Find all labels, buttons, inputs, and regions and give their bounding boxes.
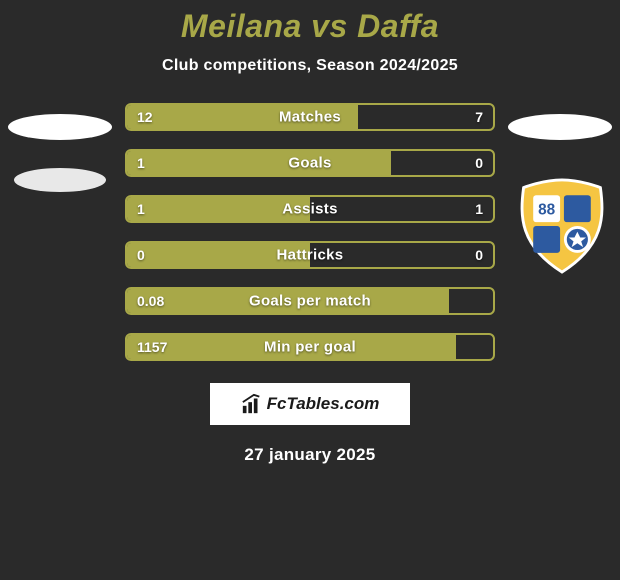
stat-label: Assists [282,201,337,218]
stat-bar-right [449,289,493,313]
page-title: Meilana vs Daffa [181,8,439,45]
team-logo-left [6,114,114,192]
stat-row: Hattricks 0 0 [125,241,495,269]
stat-value-right: 0 [475,247,483,263]
stat-value-right: 7 [475,109,483,125]
branding-text: FcTables.com [267,394,380,414]
stat-value-left: 12 [137,109,153,125]
stat-bar-right [358,105,493,129]
ellipse-shape [508,114,612,140]
stat-bar-left [127,151,391,175]
stat-row: Goals per match 0.08 [125,287,495,315]
stat-value-right: 0 [475,155,483,171]
player-left-name: Meilana [181,8,302,44]
subtitle: Club competitions, Season 2024/2025 [162,57,458,75]
stat-row: Assists 1 1 [125,195,495,223]
ellipse-shape [8,114,112,140]
stat-row: Goals 1 0 [125,149,495,177]
player-right-name: Daffa [357,8,439,44]
stat-value-left: 1157 [137,339,167,355]
stat-label: Goals [288,155,331,172]
team-logo-right [506,114,614,140]
date-label: 27 january 2025 [244,445,375,465]
stat-row: Min per goal 1157 [125,333,495,361]
stat-value-left: 0 [137,247,145,263]
stat-row: Matches 12 7 [125,103,495,131]
stat-label: Hattricks [277,247,344,264]
stat-bar-right [456,335,493,359]
comparison-card: Meilana vs Daffa Club competitions, Seas… [0,0,620,580]
stat-value-left: 0.08 [137,293,164,309]
shield-icon: 88 [514,178,610,274]
stat-label: Min per goal [264,339,356,356]
stat-value-right: 1 [475,201,483,217]
vs-label: vs [311,8,348,44]
badge-number: 88 [538,201,556,218]
stat-value-left: 1 [137,201,145,217]
branding-badge: FcTables.com [210,383,410,425]
stat-value-left: 1 [137,155,145,171]
stats-list: Matches127Goals10Assists11Hattricks00Goa… [125,103,495,361]
stat-label: Matches [279,109,341,126]
club-badge: 88 [514,178,610,274]
chart-icon [241,393,263,415]
ellipse-shape [14,168,106,192]
stat-label: Goals per match [249,293,371,310]
